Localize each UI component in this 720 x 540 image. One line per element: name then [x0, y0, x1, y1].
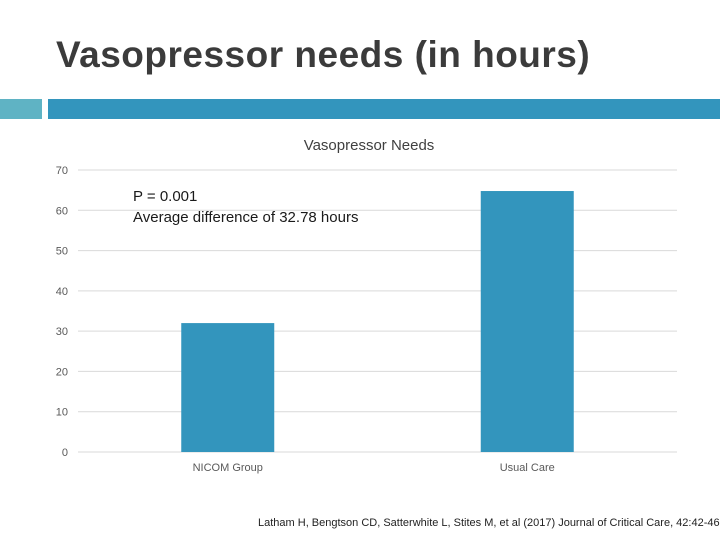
y-tick-label: 70 [56, 165, 68, 177]
y-tick-label: 10 [56, 407, 68, 419]
y-tick-label: 50 [56, 246, 68, 258]
slide-title: Vasopressor needs (in hours) [56, 34, 591, 75]
gridlines [78, 169, 677, 453]
annotation-average-difference: Average difference of 32.78 hours [133, 209, 358, 226]
accent-bar [48, 99, 720, 119]
y-tick-label: 40 [56, 286, 68, 298]
citation: Latham H, Bengtson CD, Satterwhite L, St… [258, 517, 720, 529]
y-tick-label: 30 [56, 326, 68, 338]
bar-usual-care [480, 191, 574, 452]
accent-square [0, 99, 42, 119]
y-tick-label: 0 [62, 447, 68, 459]
y-tick-label: 60 [56, 205, 68, 217]
annotation-p-value: P = 0.001 [133, 188, 197, 205]
bar-nicom-group [181, 323, 275, 452]
x-tick-label: NICOM Group [193, 462, 263, 474]
y-axis-ticks: 0 10 20 30 40 50 60 70 [56, 165, 68, 459]
x-tick-label: Usual Care [500, 462, 555, 474]
bars [181, 191, 574, 452]
bar-chart: Vasopressor Needs 0 10 20 30 40 50 60 70 NICOM … [56, 137, 677, 474]
y-tick-label: 20 [56, 366, 68, 378]
x-axis-labels: NICOM Group Usual Care [193, 462, 555, 474]
chart-title: Vasopressor Needs [304, 137, 435, 154]
